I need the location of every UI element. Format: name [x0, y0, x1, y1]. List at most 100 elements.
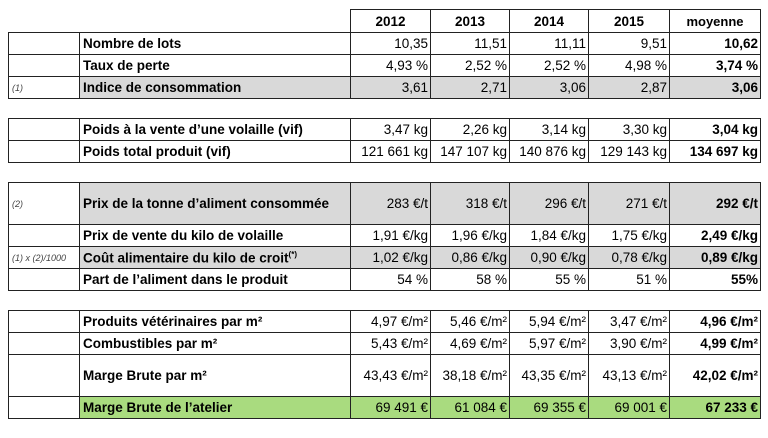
row-label-text: Indice de consommation — [83, 80, 242, 95]
column-header-2015: 2015 — [588, 9, 670, 33]
value-cell-2012: 69 491 € — [350, 396, 431, 419]
row-label-text: Marge Brute de l’atelier — [83, 400, 233, 415]
value-cell-2015: 43,13 €/m² — [588, 354, 670, 397]
row-label: Prix de la tonne d’aliment consommée — [79, 182, 351, 225]
row-label-text: Poids à la vente d’une volaille (vif) — [83, 122, 303, 137]
spacer-cell — [9, 99, 761, 119]
group-spacer — [9, 99, 761, 119]
row-note — [8, 118, 80, 141]
group-spacer — [9, 291, 761, 311]
average-cell: 2,49 €/kg — [669, 224, 761, 247]
row-note — [8, 32, 80, 55]
column-header-2013: 2013 — [430, 9, 510, 33]
row-label-text: Part de l’aliment dans le produit — [83, 272, 288, 287]
value-cell-2013: 2,71 — [430, 76, 510, 99]
row-label: Marge Brute par m² — [79, 354, 351, 397]
average-cell: 67 233 € — [669, 396, 761, 419]
row-note — [8, 140, 80, 163]
row-note — [8, 354, 80, 397]
table-row: Marge Brute de l’atelier 69 491 €61 084 €… — [8, 396, 761, 419]
value-cell-2014: 69 355 € — [509, 396, 589, 419]
value-cell-2013: 2,26 kg — [430, 118, 510, 141]
blank-cell — [80, 10, 351, 33]
row-label-text: Produits vétérinaires par m² — [83, 314, 263, 329]
value-cell-2013: 5,46 €/m² — [430, 310, 510, 333]
value-cell-2014: 11,11 — [509, 32, 589, 55]
value-cell-2013: 11,51 — [430, 32, 510, 55]
value-cell-2015: 69 001 € — [588, 396, 670, 419]
value-cell-2014: 296 €/t — [509, 182, 589, 225]
row-label: Prix de vente du kilo de volaille — [79, 224, 351, 247]
table-row: (2) Prix de la tonne d’aliment consommée 2… — [8, 182, 761, 225]
value-cell-2012: 54 % — [350, 268, 431, 291]
value-cell-2015: 0,78 €/kg — [588, 246, 670, 269]
value-cell-2014: 43,35 €/m² — [509, 354, 589, 397]
table-row: Prix de vente du kilo de volaille 1,91 €/… — [8, 224, 761, 247]
average-cell: 4,99 €/m² — [669, 332, 761, 355]
value-cell-2013: 318 €/t — [430, 182, 510, 225]
value-cell-2015: 129 143 kg — [588, 140, 670, 163]
row-label: Part de l’aliment dans le produit — [79, 268, 351, 291]
value-cell-2014: 5,94 €/m² — [509, 310, 589, 333]
value-cell-2012: 1,91 €/kg — [350, 224, 431, 247]
table-row: Part de l’aliment dans le produit 54 % 58 … — [8, 268, 761, 291]
table-row: Combustibles par m² 5,43 €/m² 4,69 €/m² 5,9… — [8, 332, 761, 355]
value-cell-2013: 58 % — [430, 268, 510, 291]
value-cell-2012: 4,97 €/m² — [350, 310, 431, 333]
row-label: Indice de consommation — [79, 76, 351, 99]
value-cell-2015: 3,30 kg — [588, 118, 670, 141]
average-cell: 55% — [669, 268, 761, 291]
value-cell-2014: 3,06 — [509, 76, 589, 99]
table-row: (1) x (2)/1000 Coût alimentaire du kilo d… — [8, 246, 761, 269]
value-cell-2013: 38,18 €/m² — [430, 354, 510, 397]
row-note — [8, 268, 80, 291]
value-cell-2012: 121 661 kg — [350, 140, 431, 163]
value-cell-2012: 4,93 % — [350, 54, 431, 77]
row-label-text: Poids total produit (vif) — [83, 144, 231, 159]
table-row: Taux de perte 4,93 % 2,52 % 2,52 % 4,98 % 3,7… — [8, 54, 761, 77]
value-cell-2015: 51 % — [588, 268, 670, 291]
table-row: (1) Indice de consommation 3,61 2,71 3,06 2,8… — [8, 76, 761, 99]
value-cell-2015: 271 €/t — [588, 182, 670, 225]
row-note — [8, 332, 80, 355]
row-label-text: Nombre de lots — [83, 36, 182, 51]
average-cell: 292 €/t — [669, 182, 761, 225]
results-table: 2012 2013 2014 2015 moyenne Nombre de lo… — [8, 9, 761, 419]
value-cell-2014: 3,14 kg — [509, 118, 589, 141]
value-cell-2013: 1,96 €/kg — [430, 224, 510, 247]
row-label-text: Taux de perte — [83, 58, 170, 73]
average-cell: 10,62 — [669, 32, 761, 55]
row-label: Produits vétérinaires par m² — [79, 310, 351, 333]
table-row: Marge Brute par m² 43,43 €/m² 38,18 €/m² 43… — [8, 354, 761, 397]
blank-cell — [9, 10, 80, 33]
row-note — [8, 54, 80, 77]
table-row: Nombre de lots 10,35 11,51 11,11 9,51 10,62 — [8, 32, 761, 55]
value-cell-2014: 2,52 % — [509, 54, 589, 77]
row-label: Poids à la vente d’une volaille (vif) — [79, 118, 351, 141]
group-spacer — [9, 163, 761, 183]
value-cell-2015: 4,98 % — [588, 54, 670, 77]
row-label: Nombre de lots — [79, 32, 351, 55]
value-cell-2012: 5,43 €/m² — [350, 332, 431, 355]
row-label-text: Prix de vente du kilo de volaille — [83, 228, 284, 243]
value-cell-2015: 1,75 €/kg — [588, 224, 670, 247]
footnote-marker: (*) — [288, 249, 297, 259]
value-cell-2015: 2,87 — [588, 76, 670, 99]
row-note: (1) — [8, 76, 80, 99]
row-label-text: Marge Brute par m² — [83, 368, 207, 383]
value-cell-2013: 4,69 €/m² — [430, 332, 510, 355]
value-cell-2013: 2,52 % — [430, 54, 510, 77]
value-cell-2012: 1,02 €/kg — [350, 246, 431, 269]
value-cell-2015: 3,90 €/m² — [588, 332, 670, 355]
row-note: (1) x (2)/1000 — [8, 246, 80, 269]
table-row: Produits vétérinaires par m² 4,97 €/m² 5,4… — [8, 310, 761, 333]
column-header-moyenne: moyenne — [669, 9, 761, 33]
value-cell-2012: 3,47 kg — [350, 118, 431, 141]
header-row: 2012 2013 2014 2015 moyenne — [9, 9, 761, 33]
value-cell-2014: 0,90 €/kg — [509, 246, 589, 269]
value-cell-2015: 3,47 €/m² — [588, 310, 670, 333]
value-cell-2012: 10,35 — [350, 32, 431, 55]
row-label-text: Combustibles par m² — [83, 336, 218, 351]
row-label: Combustibles par m² — [79, 332, 351, 355]
row-note: (2) — [8, 182, 80, 225]
